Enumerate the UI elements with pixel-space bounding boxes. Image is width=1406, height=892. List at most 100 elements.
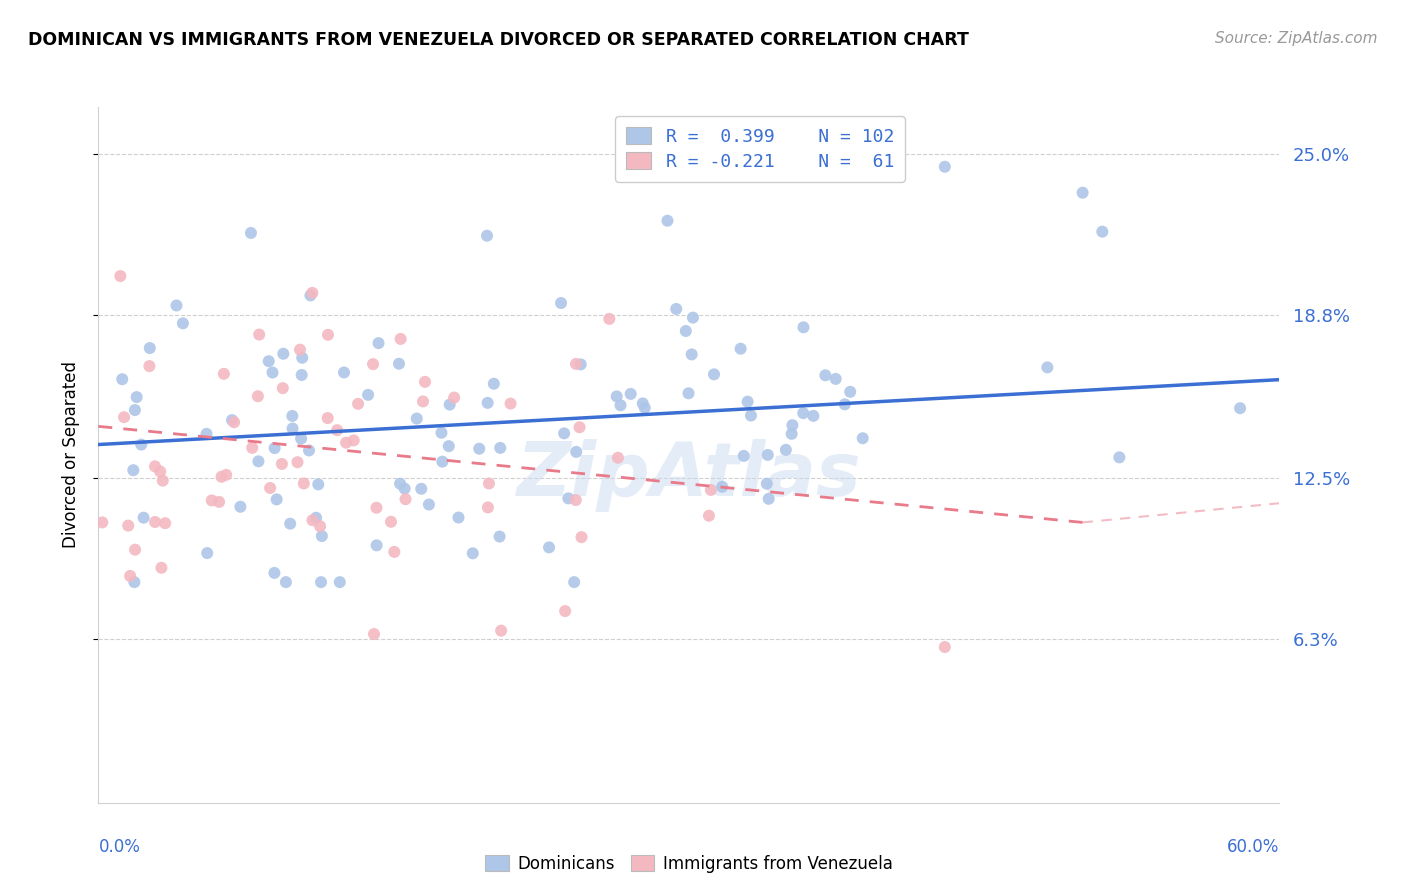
Point <box>124 403 146 417</box>
Point <box>711 480 734 494</box>
Legend: R =  0.399    N = 102, R = -0.221    N =  61: R = 0.399 N = 102, R = -0.221 N = 61 <box>616 116 905 182</box>
Point <box>756 448 779 462</box>
Point <box>224 415 246 429</box>
Point <box>110 268 132 283</box>
Point <box>413 375 436 389</box>
Point <box>1036 360 1059 375</box>
Point <box>311 529 333 543</box>
Point <box>477 396 499 410</box>
Point <box>305 510 328 524</box>
Point <box>1091 225 1114 239</box>
Point <box>299 288 322 302</box>
Point <box>554 604 576 618</box>
Point <box>125 390 148 404</box>
Point <box>273 347 295 361</box>
Point <box>607 450 630 465</box>
Text: DOMINICAN VS IMMIGRANTS FROM VENEZUELA DIVORCED OR SEPARATED CORRELATION CHART: DOMINICAN VS IMMIGRANTS FROM VENEZUELA D… <box>28 31 969 49</box>
Point <box>262 366 284 380</box>
Point <box>569 358 592 372</box>
Point <box>478 476 501 491</box>
Point <box>91 516 114 530</box>
Point <box>700 483 723 497</box>
Point <box>682 310 704 325</box>
Point <box>839 384 862 399</box>
Point <box>361 357 384 371</box>
Point <box>657 213 679 227</box>
Point <box>271 381 294 395</box>
Point <box>620 387 643 401</box>
Point <box>112 410 135 425</box>
Point <box>270 457 292 471</box>
Point <box>934 160 956 174</box>
Point <box>307 477 329 491</box>
Point <box>675 324 697 338</box>
Point <box>737 394 759 409</box>
Point <box>782 418 804 433</box>
Point <box>215 467 238 482</box>
Point <box>149 465 172 479</box>
Point <box>758 491 780 506</box>
Point <box>301 513 323 527</box>
Point <box>240 441 263 455</box>
Point <box>571 530 593 544</box>
Point <box>211 469 233 483</box>
Point <box>703 368 725 382</box>
Y-axis label: Divorced or Separated: Divorced or Separated <box>62 361 80 549</box>
Point <box>730 342 752 356</box>
Point <box>550 296 572 310</box>
Point <box>120 569 142 583</box>
Point <box>1229 401 1251 416</box>
Point <box>347 397 370 411</box>
Point <box>287 455 309 469</box>
Point <box>111 372 134 386</box>
Point <box>172 316 194 330</box>
Point <box>326 423 349 437</box>
Point <box>221 413 243 427</box>
Point <box>316 411 339 425</box>
Point <box>443 391 465 405</box>
Point <box>405 411 427 425</box>
Legend: Dominicans, Immigrants from Venezuela: Dominicans, Immigrants from Venezuela <box>478 848 900 880</box>
Point <box>665 301 688 316</box>
Point <box>475 228 498 243</box>
Point <box>298 443 321 458</box>
Point <box>411 482 433 496</box>
Point <box>152 474 174 488</box>
Point <box>631 396 654 410</box>
Point <box>488 530 510 544</box>
Point <box>553 426 575 441</box>
Point <box>139 341 162 355</box>
Point <box>439 398 461 412</box>
Point <box>418 498 440 512</box>
Point <box>246 389 269 403</box>
Point <box>195 546 218 560</box>
Point <box>138 359 160 373</box>
Point <box>565 357 588 371</box>
Point <box>447 510 470 524</box>
Point <box>740 409 762 423</box>
Point <box>363 627 385 641</box>
Point <box>775 442 797 457</box>
Point <box>538 541 561 555</box>
Point <box>366 500 388 515</box>
Point <box>257 354 280 368</box>
Point <box>367 336 389 351</box>
Point <box>290 432 312 446</box>
Point <box>129 437 152 451</box>
Point <box>380 515 402 529</box>
Point <box>565 445 588 459</box>
Point <box>489 441 512 455</box>
Point <box>477 500 499 515</box>
Point <box>117 518 139 533</box>
Point <box>247 327 270 342</box>
Point <box>437 439 460 453</box>
Point <box>366 538 388 552</box>
Point <box>834 397 856 411</box>
Point <box>309 575 332 590</box>
Point <box>333 366 356 380</box>
Point <box>195 426 218 441</box>
Point <box>301 285 323 300</box>
Point <box>291 368 314 382</box>
Point <box>263 566 285 580</box>
Point <box>824 372 846 386</box>
